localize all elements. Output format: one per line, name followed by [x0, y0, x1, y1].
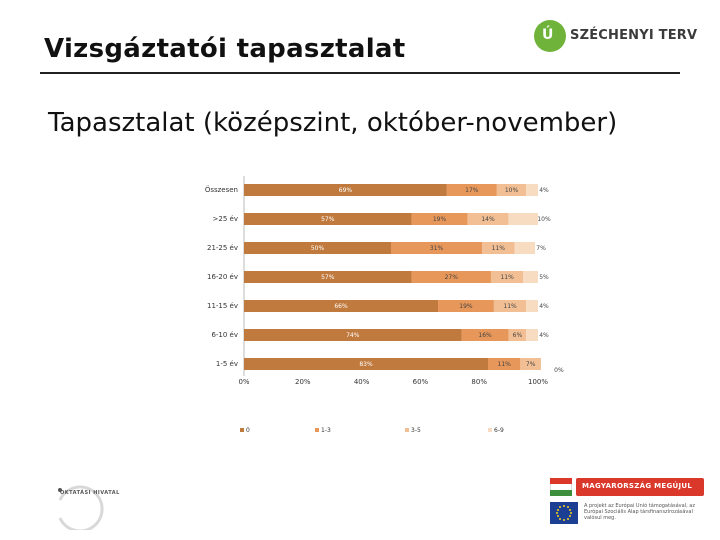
oktatasi-hivatal-logo: [30, 470, 130, 533]
eu-funding-notice: A projekt az Európai Unió támogatásával,…: [548, 502, 708, 528]
data-label: 57%: [321, 274, 335, 281]
bar-segment: [244, 184, 447, 196]
bar-segment: [467, 213, 509, 225]
bar-segment: [244, 329, 462, 341]
bar-segment: [446, 184, 497, 196]
bar-segment: [523, 271, 538, 283]
oktatasi-hivatal-label: OKTATÁSI HIVATAL: [60, 490, 120, 496]
x-tick-label: 40%: [354, 378, 370, 386]
data-label: 11%: [492, 245, 506, 252]
bar-segment: [490, 271, 524, 283]
data-label: 50%: [311, 245, 325, 252]
data-label: 66%: [334, 303, 348, 310]
bar-segment: [493, 300, 527, 312]
bar-segment: [526, 329, 538, 341]
bar-segment: [526, 300, 538, 312]
eu-flag-icon: [550, 502, 578, 524]
bar-segment: [526, 184, 538, 196]
bar-segment: [411, 271, 491, 283]
bar-segment: [438, 300, 494, 312]
hungarian-flag-icon: [550, 478, 572, 496]
data-label: 69%: [339, 187, 353, 194]
banner-text: MAGYARORSZÁG MEGÚJUL: [582, 482, 693, 490]
bar-segment: [391, 242, 483, 254]
slide-title: Vizsgáztatói tapasztalat: [44, 34, 406, 64]
bar-segment: [482, 242, 515, 254]
data-label: 0%: [554, 367, 564, 374]
bar-segment: [520, 358, 541, 370]
title-divider: [40, 72, 680, 74]
eu-funding-text: A projekt az Európai Unió támogatásával,…: [584, 503, 695, 521]
legend-swatch: [315, 428, 319, 432]
category-label: 6-10 év: [211, 331, 238, 339]
logo-mark-icon: Ú: [534, 20, 566, 52]
magyarorszag-megujul-banner: MAGYARORSZÁG MEGÚJUL: [576, 478, 704, 496]
data-label: 7%: [536, 245, 546, 252]
data-label: 27%: [445, 274, 459, 281]
category-label: 21-25 év: [207, 244, 238, 252]
bar-segment: [244, 242, 391, 254]
data-label: 19%: [433, 216, 447, 223]
x-tick-label: 20%: [295, 378, 311, 386]
magyarorszag-megujul-badge: MAGYARORSZÁG MEGÚJUL: [548, 476, 708, 500]
bar-segment: [244, 271, 412, 283]
category-label: 16-20 év: [207, 273, 238, 281]
data-label: 14%: [481, 216, 495, 223]
bar-segment: [461, 329, 509, 341]
category-label: >25 év: [213, 215, 238, 223]
data-label: 11%: [500, 274, 514, 281]
data-label: 11%: [503, 303, 517, 310]
chart-subtitle: Tapasztalat (középszint, október-novembe…: [48, 108, 618, 138]
data-label: 4%: [539, 303, 549, 310]
bar-segment: [244, 213, 412, 225]
bar-segment: [244, 358, 489, 370]
bar-segment: [508, 329, 527, 341]
bar-segment: [508, 213, 538, 225]
x-tick-label: 60%: [413, 378, 429, 386]
data-label: 10%: [505, 187, 519, 194]
x-tick-label: 100%: [528, 378, 548, 386]
x-tick-label: 80%: [471, 378, 487, 386]
bar-segment: [496, 184, 527, 196]
oktatasi-hivatal-arc-icon: [58, 485, 104, 533]
bar-segment: [488, 358, 521, 370]
legend-swatch: [488, 428, 492, 432]
legend-label: 1-3: [321, 427, 331, 434]
data-label: 83%: [359, 361, 373, 368]
category-label: 11-15 év: [207, 302, 238, 310]
data-label: 7%: [526, 361, 536, 368]
data-label: 11%: [498, 361, 512, 368]
data-label: 10%: [537, 216, 551, 223]
data-label: 4%: [539, 332, 549, 339]
data-label: 57%: [321, 216, 335, 223]
legend-label: 0: [246, 427, 250, 434]
data-label: 5%: [539, 274, 549, 281]
logo-text: SZÉCHENYI TERV: [570, 28, 698, 43]
data-label: 4%: [539, 187, 549, 194]
legend-swatch: [240, 428, 244, 432]
data-label: 19%: [459, 303, 473, 310]
data-label: 17%: [465, 187, 479, 194]
data-label: 16%: [478, 332, 492, 339]
legend-swatch: [405, 428, 409, 432]
szechenyi-terv-logo: Ú SZÉCHENYI TERV: [534, 18, 714, 58]
data-label: 6%: [513, 332, 523, 339]
legend-label: 3-5: [411, 427, 421, 434]
bar-segment: [244, 300, 439, 312]
logo-mark-letter: Ú: [542, 27, 554, 43]
x-tick-label: 0%: [238, 378, 249, 386]
category-label: 1-5 év: [216, 360, 238, 368]
bar-segment: [411, 213, 468, 225]
data-label: 31%: [430, 245, 444, 252]
data-label: 74%: [346, 332, 360, 339]
legend-label: 6-9: [494, 427, 504, 434]
bar-segment: [514, 242, 536, 254]
category-label: Összesen: [205, 185, 238, 194]
